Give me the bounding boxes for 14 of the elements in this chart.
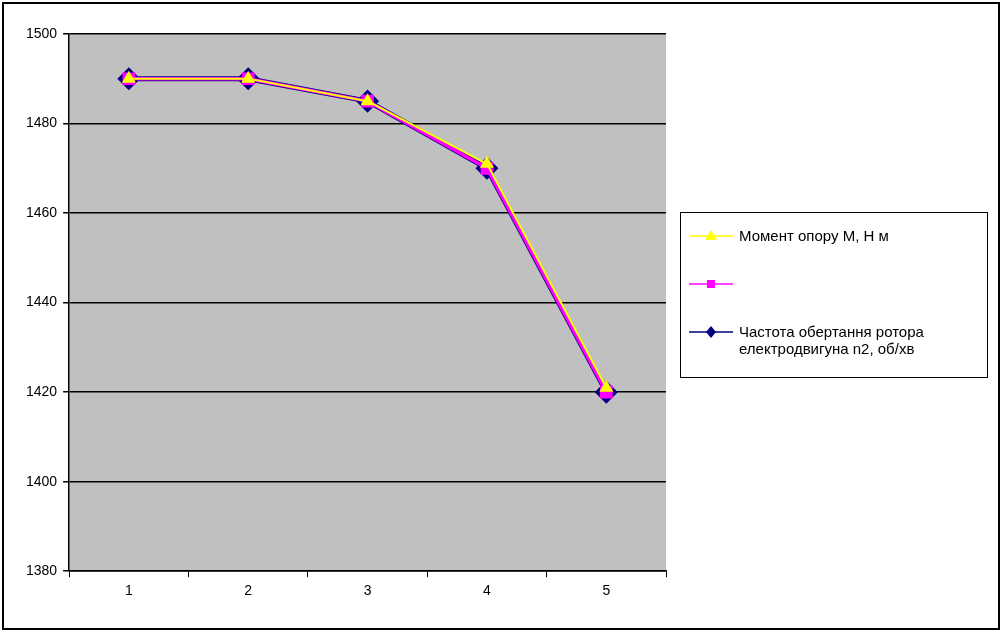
x-tick-label: 5: [602, 582, 611, 599]
y-tick-label: 1460: [25, 203, 58, 220]
y-tick-label: 1400: [25, 472, 58, 489]
y-tick-label: 1440: [25, 293, 58, 310]
x-tick-label: 4: [483, 582, 492, 599]
y-tick-label: 1420: [25, 382, 58, 399]
y-tick-label: 1480: [25, 114, 58, 131]
x-tick-label: 1: [124, 582, 133, 599]
legend-label: Момент опору M, Н м: [739, 227, 889, 244]
y-tick-label: 1380: [25, 562, 58, 579]
x-tick-label: 3: [363, 582, 372, 599]
legend-label: Частота обертання ротора електродвигуна n2, об/хв: [739, 323, 925, 357]
x-tick-label: 2: [244, 582, 253, 599]
y-tick-label: 1500: [25, 24, 58, 41]
